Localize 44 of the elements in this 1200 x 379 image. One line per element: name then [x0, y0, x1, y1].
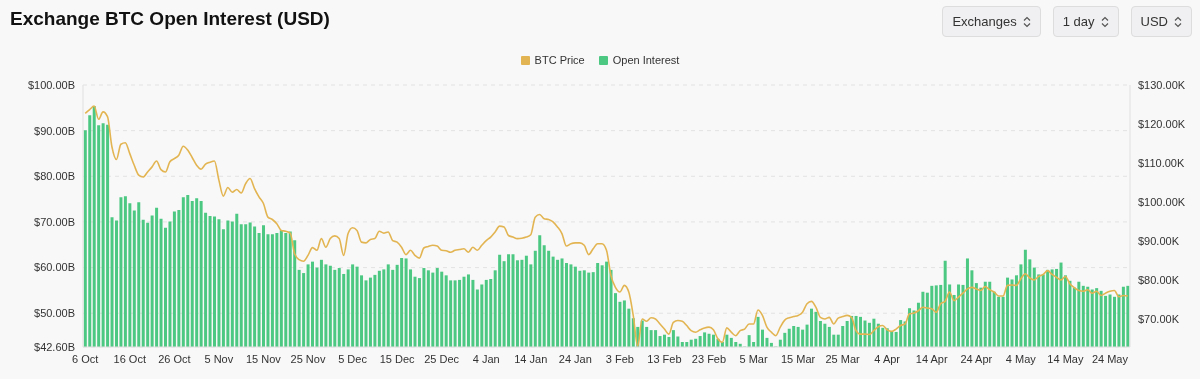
x-tick-label: 15 Dec: [379, 352, 416, 365]
y2-tick-label: $70.00K: [1138, 312, 1180, 325]
dropdown: USD: [1130, 6, 1192, 37]
x-tick-label: 23 Feb: [691, 352, 727, 365]
x-tick-label: 13 Feb: [647, 352, 682, 365]
legend-label: BTC Price: [533, 54, 585, 66]
x-tick-label: 15 Nov: [246, 352, 282, 365]
x-tick-label: 24 Jan: [558, 352, 592, 365]
x-tick-label: 4 Jan: [472, 352, 500, 365]
x-tick-label: 14 Apr: [915, 352, 948, 365]
y-tick-label: $90.00B: [34, 124, 75, 137]
y-tick-label: $60.00B: [34, 261, 75, 274]
legend-label: Open Interest: [611, 54, 680, 66]
x-tick-label: 6 Oct: [72, 352, 99, 365]
x-tick-label: 5 Nov: [204, 352, 234, 365]
x-tick-label: 4 Apr: [874, 352, 901, 365]
y2-tick-label: $100.00K: [1138, 195, 1186, 208]
x-tick-label: 5 Dec: [338, 352, 368, 365]
x-tick-label: 24 Apr: [960, 352, 993, 365]
x-tick-label: 25 Dec: [424, 352, 460, 365]
x-tick-label: 15 Mar: [780, 352, 816, 365]
y-tick-label: $42.60B: [34, 340, 75, 353]
x-tick-label: 25 Mar: [825, 352, 861, 365]
x-tick-label: 5 Mar: [739, 352, 768, 365]
y2-tick-label: $80.00K: [1138, 273, 1180, 286]
x-tick-label: 16 Oct: [113, 352, 146, 365]
y-tick-label: $50.00B: [34, 307, 75, 320]
x-tick-label: 24 May: [1091, 352, 1129, 365]
x-tick-label: 3 Feb: [605, 352, 634, 365]
y-tick-label: $70.00B: [34, 215, 75, 228]
y2-tick-label: $110.00K: [1138, 156, 1185, 169]
x-tick-label: 4 May: [1005, 352, 1037, 365]
x-tick-label: 26 Oct: [158, 352, 191, 365]
y2-tick-label: $90.00K: [1138, 234, 1180, 247]
dropdown: Exchanges: [942, 6, 1041, 37]
y2-tick-label: $130.00K: [1138, 78, 1186, 91]
chart-title: Exchange BTC Open Interest (USD): [10, 8, 330, 30]
y-tick-label: $100.00B: [27, 78, 75, 91]
y-tick-label: $80.00B: [34, 170, 75, 183]
y2-tick-label: $120.00K: [1138, 117, 1186, 130]
x-tick-label: 14 Jan: [514, 352, 548, 365]
x-tick-label: 14 May: [1047, 352, 1084, 365]
x-tick-label: 25 Nov: [290, 352, 326, 365]
dropdown: 1 day: [1052, 6, 1119, 37]
